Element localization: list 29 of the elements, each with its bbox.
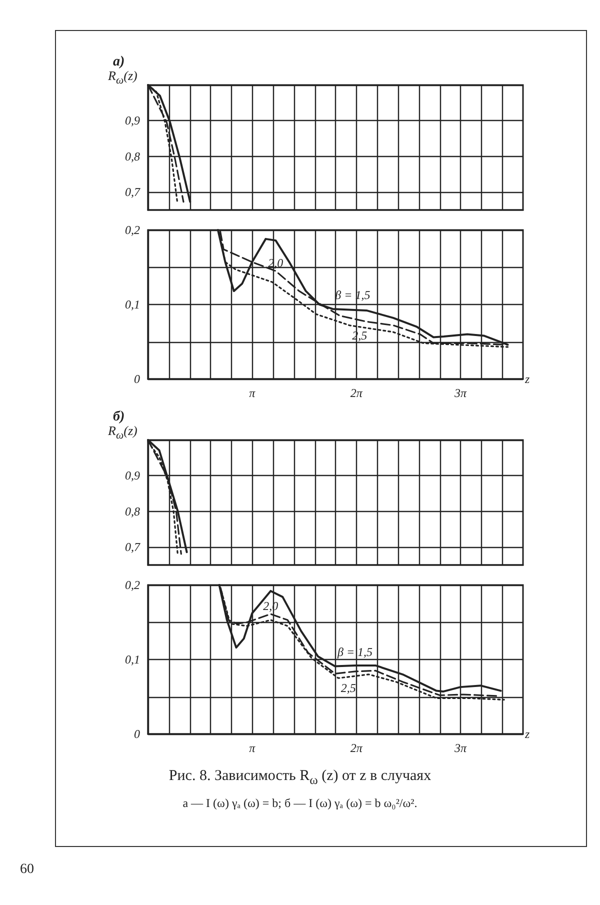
y-tick-label: 0,9 [125,468,140,483]
chart-title: a) [113,54,125,70]
y-tick-label: 0,2 [125,578,140,592]
y-tick-label: 0,1 [125,652,140,666]
text: a — I (ω) γₐ (ω) = b; б — I (ω) γₐ (ω) = b ω₀²/ω². [182,796,418,811]
x-tick-label: 3π [453,386,468,400]
x-tick-label: π [249,386,256,400]
y-tick-label: 0,2 [125,223,140,237]
text: 60 [20,862,34,878]
y-axis-title: R$_{ω}$(z) [108,423,138,442]
y-tick-label: 0,9 [125,114,140,128]
x-tick-label: 2π [350,386,364,400]
y-tick-label: 0 [134,372,140,386]
x-tick-label: 2π [350,741,364,755]
series-label: β = 1,5 [336,645,373,660]
x-axis-title: z [524,372,530,386]
x-tick-label: 3π [453,741,468,755]
series-label: 2,5 [340,681,356,696]
x-axis-title: z [524,727,530,741]
y-axis-title: R$_{ω}$(z) [108,68,138,87]
chart-title: б) [113,410,125,424]
y-tick-label: 0,8 [125,504,140,518]
y-tick-label: 0,7 [125,540,141,554]
text: Рис. 8. Зависимость R$_{ω}$ (z) от z в случаях [168,768,432,788]
y-tick-label: 0,7 [125,185,141,200]
y-tick-label: 0 [134,727,140,741]
y-tick-label: 0,1 [125,298,140,312]
y-tick-label: 0,8 [125,149,140,164]
x-tick-label: π [249,741,256,755]
